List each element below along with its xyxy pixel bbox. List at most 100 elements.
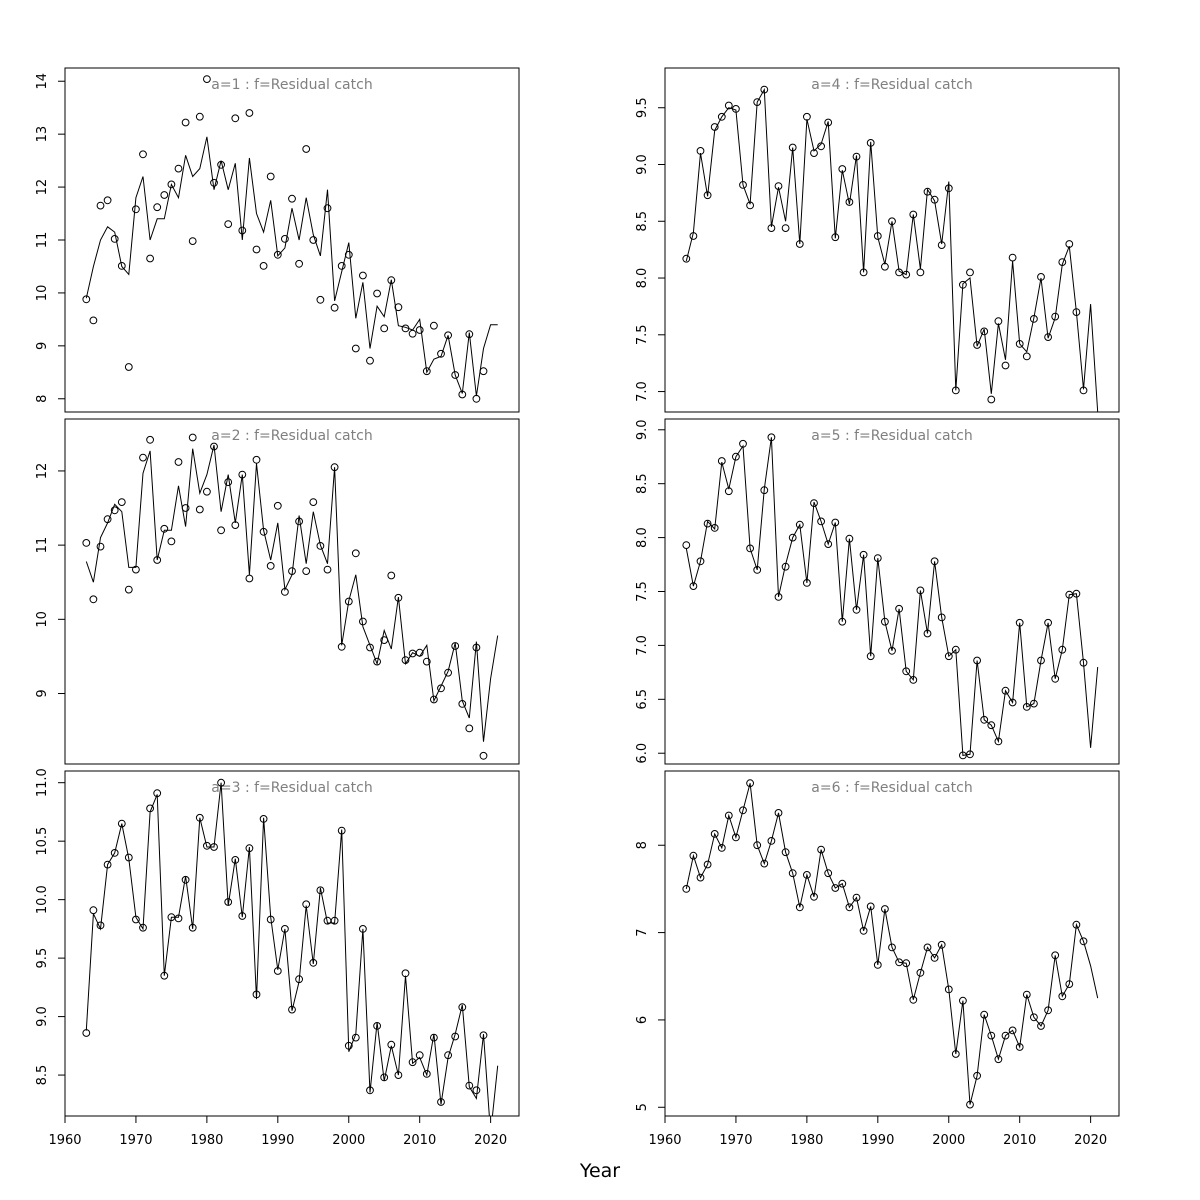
observed-point: [203, 487, 211, 496]
x-tick-label: 1980: [790, 1133, 823, 1148]
observed-point: [682, 254, 691, 263]
observed-point: [1001, 361, 1010, 370]
x-tick-label: 2010: [1003, 1133, 1036, 1148]
y-tick-label: 12: [35, 179, 50, 196]
observed-point: [281, 235, 289, 243]
observed-point: [444, 331, 453, 340]
observed-point: [1008, 1026, 1017, 1035]
observed-point: [295, 259, 304, 268]
observed-point: [330, 303, 339, 312]
y-tick-label: 7.5: [635, 581, 650, 602]
observed-point: [217, 526, 226, 535]
observed-point: [824, 869, 833, 878]
observed-point: [231, 856, 240, 864]
plot-frame: [64, 67, 520, 413]
observed-point: [337, 262, 346, 270]
observed-point: [359, 271, 367, 280]
observed-point: [479, 751, 488, 760]
observed-point: [167, 180, 176, 189]
fitted-line: [685, 783, 1099, 1105]
observed-point: [96, 542, 105, 551]
observed-point: [1037, 1022, 1045, 1030]
observed-point: [174, 458, 183, 466]
y-tick-label: 10: [35, 611, 50, 628]
observed-point: [89, 595, 98, 604]
observed-point: [760, 859, 769, 868]
y-tick-label: 6: [635, 1016, 650, 1024]
observed-point: [437, 1098, 445, 1106]
observed-point: [139, 453, 147, 462]
observed-point: [323, 565, 332, 574]
observed-point: [309, 236, 318, 244]
panel-title: a=5 : f=Residual catch: [811, 428, 972, 444]
observed-point: [845, 903, 854, 912]
fitted-line: [85, 444, 499, 742]
y-tick-label: 7.0: [635, 381, 650, 402]
observed-point: [124, 363, 133, 371]
y-tick-label: 10.5: [35, 827, 50, 856]
y-tick-label: 9.0: [35, 1006, 50, 1027]
observed-point: [160, 191, 169, 199]
observed-point: [1008, 253, 1017, 262]
observed-point: [153, 203, 162, 212]
y-tick-label: 11.0: [35, 768, 50, 797]
observed-point: [224, 478, 233, 487]
panel-2: 9 10 11 12 a=2 : f=Residual catch: [35, 418, 520, 765]
x-tick-label: 2000: [932, 1133, 965, 1148]
observed-point: [210, 442, 218, 451]
observed-point: [479, 367, 488, 376]
y-tick-label: 8.5: [35, 1065, 50, 1086]
observed-point: [781, 848, 790, 857]
observed-point: [845, 198, 854, 206]
observed-point: [451, 642, 460, 650]
observed-point: [732, 833, 740, 842]
observed-point: [980, 327, 989, 336]
y-tick-label: 9.5: [635, 97, 650, 118]
observed-point: [117, 498, 126, 507]
observed-point: [181, 118, 190, 127]
observed-point: [394, 303, 403, 312]
fitted-line: [85, 136, 498, 397]
observed-point: [188, 433, 197, 442]
plot-frame: [664, 770, 1120, 1117]
observed-point: [302, 567, 311, 575]
observed-point: [387, 276, 396, 285]
observed-point: [245, 109, 254, 117]
x-tick-label: 2020: [474, 1133, 507, 1148]
y-tick-label: 9.0: [635, 419, 650, 440]
y-tick-label: 6.5: [635, 689, 650, 710]
observed-point: [689, 582, 698, 590]
panel-title: a=1 : f=Residual catch: [211, 77, 372, 93]
observed-point: [682, 885, 691, 893]
observed-point: [437, 349, 445, 358]
observed-point: [124, 585, 133, 594]
observed-point: [767, 837, 776, 845]
y-tick-label: 8.5: [635, 211, 650, 232]
y-tick-label: 10.0: [35, 885, 50, 914]
observed-point: [1044, 333, 1052, 342]
panel-3: 8.5 9.0 9.5 10.0 10.5 11.0 1960 1970 1980 1990 200…: [35, 768, 520, 1148]
observed-point: [344, 597, 353, 606]
observed-point: [309, 498, 318, 507]
observed-point: [739, 806, 747, 815]
y-tick-label: 13: [35, 126, 50, 143]
x-tick-label: 2010: [403, 1133, 436, 1148]
observed-point: [82, 295, 91, 304]
observed-point: [717, 844, 726, 852]
observed-point: [937, 940, 946, 949]
observed-point: [316, 295, 325, 304]
y-tick-label: 12: [35, 463, 50, 480]
y-tick-label: 11: [35, 537, 50, 554]
observed-point: [139, 150, 147, 159]
observed-point: [810, 892, 818, 901]
y-tick-label: 7.0: [635, 635, 650, 656]
observed-point: [195, 112, 204, 121]
observed-point: [703, 519, 712, 528]
y-tick-label: 10: [35, 285, 50, 302]
y-tick-label: 8: [635, 841, 650, 849]
observed-point: [238, 226, 247, 235]
observed-point: [252, 245, 261, 254]
plot-frame: [64, 770, 520, 1117]
observed-point: [415, 326, 424, 334]
observed-point: [132, 205, 140, 214]
